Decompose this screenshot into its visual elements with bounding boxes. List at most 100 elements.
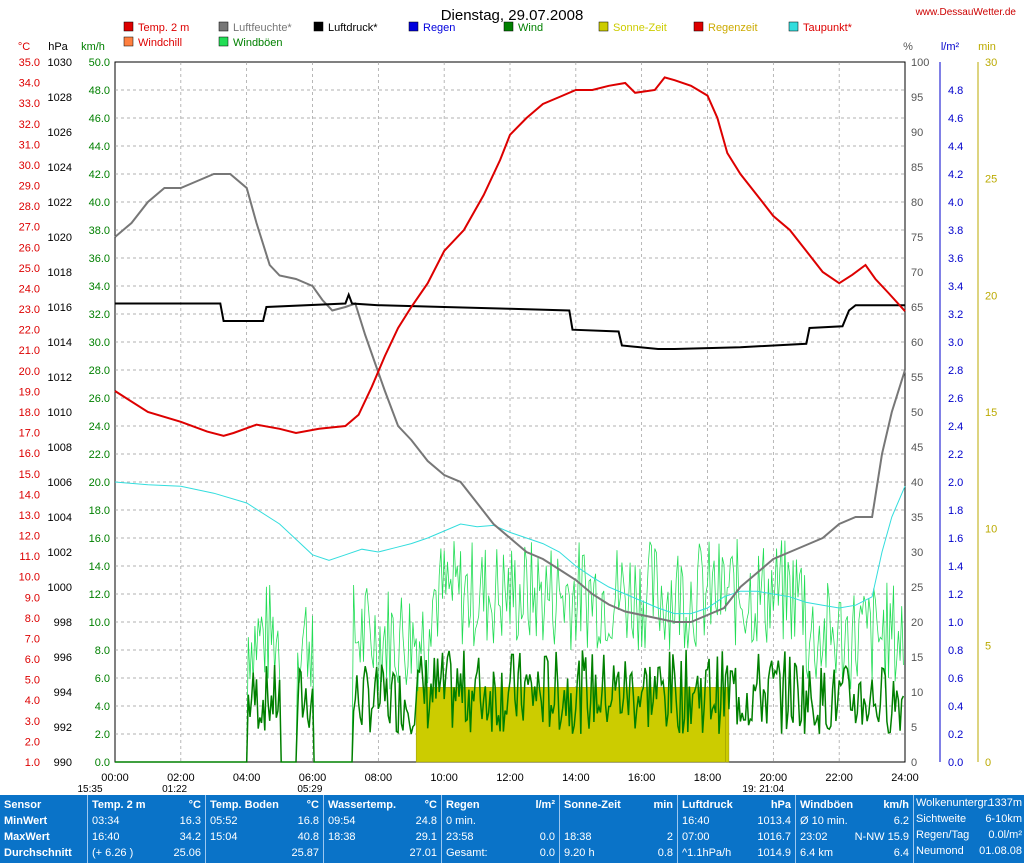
tick-temp: 29.0 [19,181,40,193]
stats-block-header: Wassertemp. °C [328,798,437,813]
legend-swatch [503,21,514,32]
tick-sun: 0 [985,757,991,769]
legend-label: Taupunkt* [803,22,853,34]
tick-rain: 0.2 [948,729,963,741]
tick-rain: 3.6 [948,253,963,265]
weather-chart: 35.0 34.0 33.0 32.0 31.0 30.0 29.0 28.0 27.0 26.0… [18,7,1017,795]
stats-value: 6.2 [893,815,909,827]
stats-time: 18:38 [328,831,356,843]
stats-time: 18:38 [564,831,592,843]
unit-humidity: % [903,41,913,53]
stats-block-unit: °C [306,799,319,811]
stats-extra-label: Neumond [916,845,964,857]
stats-time: (+ 6.26 ) [92,847,134,859]
stats-value: 16.8 [297,815,319,827]
tick-sun: 15 [985,407,997,419]
tick-humidity: 45 [911,442,923,454]
unit-rain: l/m² [941,41,960,53]
tick-rain: 2.6 [948,393,963,405]
stats-extra-value: 0.0l/m² [988,829,1022,841]
stats-block: Temp. 2 m °C 03:34 16.3 16:40 34.2 (+ 6.26 ) 25… [88,795,206,863]
legend-swatch [693,21,704,32]
tick-temp: 28.0 [19,201,40,213]
tick-pressure: 1002 [48,547,72,559]
tick-humidity: 15 [911,652,923,664]
tick-pressure: 1006 [48,477,72,489]
legend-swatch [218,21,229,32]
stats-block-row: 03:34 16.3 [92,814,201,829]
tick-temp: 18.0 [19,407,40,419]
tick-rain: 0.0 [948,757,963,769]
tick-rain: 0.4 [948,701,963,713]
stats-block-header: Regen l/m² [446,798,555,813]
tick-temp: 33.0 [19,98,40,110]
tick-humidity: 60 [911,337,923,349]
stats-time: 05:52 [210,815,238,827]
tick-x: 02:00 [167,772,195,784]
stats-block-header: Sonne-Zeit min [564,798,673,813]
tick-wind: 8.0 [95,645,110,657]
tick-pressure: 1014 [48,337,72,349]
tick-wind: 18.0 [89,505,110,517]
stats-block-row: 23:58 0.0 [446,830,555,845]
tick-temp: 8.0 [25,613,40,625]
stats-block-unit: hPa [770,799,791,811]
tick-temp: 6.0 [25,654,40,666]
stats-value: 27.01 [409,847,437,859]
stats-time: 9.20 h [564,847,595,859]
legend-swatch [123,36,134,47]
stats-row-label: Durchschnitt [4,847,72,859]
legend-label: Windchill [138,37,182,49]
tick-temp: 17.0 [19,428,40,440]
stats-block-row: 0 min. [446,814,555,829]
tick-wind: 14.0 [89,561,110,573]
tick-rain: 1.2 [948,589,963,601]
tick-rain: 1.8 [948,505,963,517]
tick-humidity: 95 [911,92,923,104]
stats-extra-row: Neumond 01.08.08 [916,844,1022,859]
site-link[interactable]: www.DessauWetter.de [915,7,1017,18]
grid [114,61,906,763]
tick-humidity: 5 [911,722,917,734]
tick-temp: 11.0 [19,551,40,563]
tick-rain: 2.0 [948,477,963,489]
tick-temp: 25.0 [19,263,40,275]
tick-temp: 7.0 [25,633,40,645]
tick-wind: 6.0 [95,673,110,685]
tick-temp: 4.0 [25,695,40,707]
time-marker: 15:35 [78,784,103,795]
tick-pressure: 1030 [48,57,72,69]
tick-rain: 0.6 [948,673,963,685]
stats-block-title: Sonne-Zeit [564,799,621,811]
stats-extra-value: 1337m [988,797,1022,809]
tick-rain: 4.8 [948,85,963,97]
stats-value: 29.1 [415,831,437,843]
stats-block-row [564,814,673,829]
stats-block-row: (+ 6.26 ) 25.06 [92,846,201,861]
tick-wind: 12.0 [89,589,110,601]
line-series [114,76,906,623]
stats-time: 0 min. [446,815,476,827]
stats-time: Ø 10 min. [800,815,848,827]
tick-rain: 4.2 [948,169,963,181]
stats-value: 6.4 [893,847,909,859]
stats-time: 6.4 km [800,847,834,859]
stats-extra-label: Wolkenuntergr. [916,797,990,809]
tick-rain: 3.8 [948,225,963,237]
tick-humidity: 70 [911,267,923,279]
unit-pressure: hPa [48,41,68,53]
legend-swatch [408,21,419,32]
tick-sun: 10 [985,524,997,536]
stats-value: N-NW 15.9 [854,831,909,843]
tick-humidity: 10 [911,687,923,699]
stats-block-row: 16:40 34.2 [92,830,201,845]
legend-swatch [788,21,799,32]
legend-label: Sonne-Zeit [613,22,667,34]
stats-value: 24.8 [415,815,437,827]
stats-value: 16.3 [179,815,201,827]
stats-block-title: Regen [446,799,480,811]
tick-x: 04:00 [233,772,261,784]
tick-rain: 1.6 [948,533,963,545]
tick-wind: 42.0 [89,169,110,181]
tick-humidity: 80 [911,197,923,209]
